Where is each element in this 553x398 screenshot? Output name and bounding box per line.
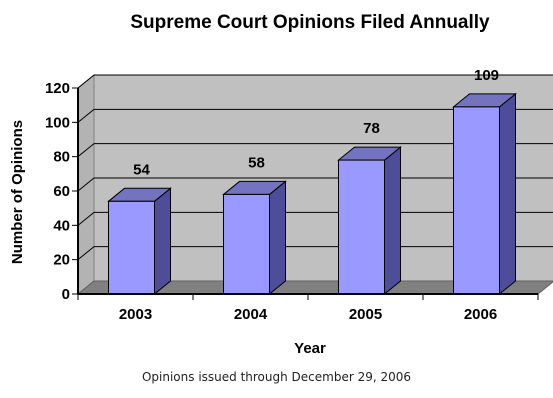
y-tick-label: 60 bbox=[53, 183, 70, 200]
gridline-side bbox=[77, 143, 95, 158]
x-tick-label: 2006 bbox=[464, 306, 497, 323]
y-tick-label: 20 bbox=[53, 252, 70, 269]
gridline-side bbox=[77, 177, 95, 192]
y-tick-label: 40 bbox=[53, 217, 70, 234]
y-axis-title: Number of Opinions bbox=[9, 120, 26, 264]
y-tick-label: 80 bbox=[53, 149, 70, 166]
bar bbox=[108, 200, 155, 295]
data-label: 54 bbox=[133, 161, 150, 178]
chart-title: Supreme Court Opinions Filed Annually bbox=[130, 12, 490, 33]
gridline-side bbox=[77, 246, 95, 261]
bar bbox=[338, 159, 385, 295]
gridline-side bbox=[77, 211, 95, 226]
bar bbox=[223, 193, 270, 295]
data-label: 109 bbox=[474, 67, 499, 84]
x-axis-title: Year bbox=[294, 340, 326, 357]
bar-side bbox=[384, 146, 401, 296]
y-tick-label: 0 bbox=[62, 286, 70, 303]
bar-side bbox=[154, 187, 171, 296]
gridline-side bbox=[77, 74, 95, 89]
x-tick-label: 2004 bbox=[234, 306, 268, 323]
data-label: 78 bbox=[363, 120, 380, 137]
bar-side bbox=[269, 180, 286, 296]
bar bbox=[453, 106, 500, 295]
gridline-side bbox=[77, 108, 95, 123]
y-tick-label: 100 bbox=[45, 114, 70, 131]
chart-caption: Opinions issued through December 29, 200… bbox=[141, 370, 412, 384]
plot-area: 54 2003 58 2004 78 2005 109 2006 0 20 40 60 80 100 120 bbox=[45, 67, 553, 323]
x-tick-label: 2003 bbox=[119, 306, 152, 323]
y-tick-label: 120 bbox=[45, 80, 70, 97]
bar-side bbox=[499, 92, 516, 296]
x-tick-label: 2005 bbox=[349, 306, 382, 323]
data-label: 58 bbox=[248, 154, 265, 171]
